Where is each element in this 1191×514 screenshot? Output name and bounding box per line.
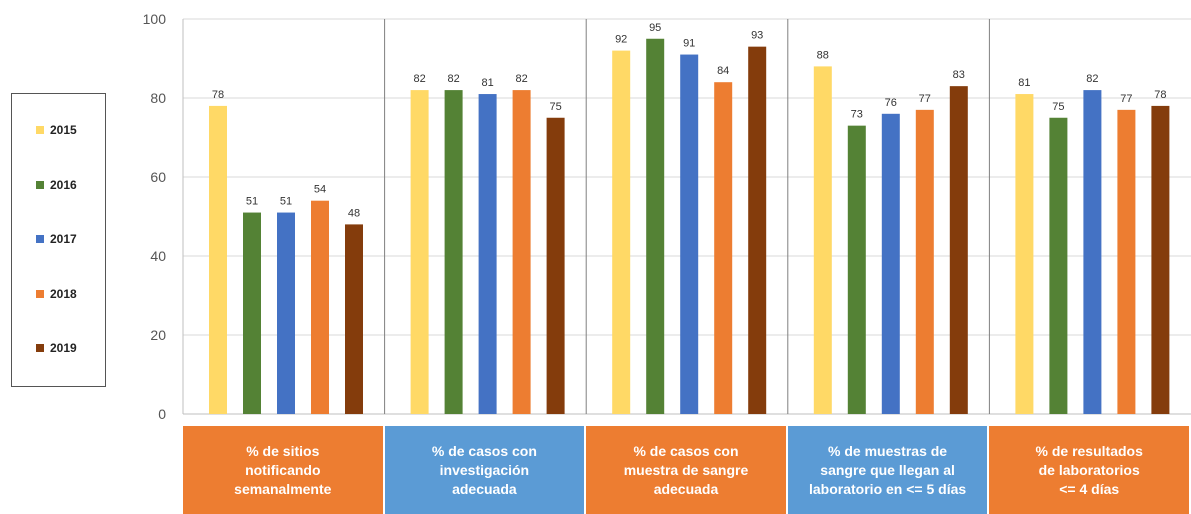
y-tick-label: 60 — [150, 169, 166, 185]
data-label: 81 — [481, 77, 493, 89]
data-label: 75 — [549, 101, 561, 113]
bar — [444, 90, 463, 414]
legend-item: 2015 — [36, 123, 77, 137]
data-label: 54 — [314, 184, 326, 196]
data-label: 77 — [1120, 93, 1132, 105]
legend-label: 2017 — [50, 232, 77, 246]
category-label-text: % de casos con muestra de sangre adecuad… — [623, 442, 749, 497]
category-label: % de casos con muestra de sangre adecuad… — [586, 426, 786, 514]
bar — [546, 117, 565, 414]
legend-label: 2019 — [50, 341, 77, 355]
legend-swatch — [36, 289, 44, 298]
data-label: 48 — [348, 207, 360, 219]
bar — [949, 86, 968, 415]
bar — [714, 82, 733, 414]
bar — [813, 66, 832, 415]
data-label: 73 — [851, 109, 863, 121]
bar — [410, 90, 429, 414]
y-tick-label: 0 — [158, 406, 166, 422]
category-label: % de casos con investigación adecuada — [384, 426, 585, 514]
category-label-text: % de casos con investigación adecuada — [431, 442, 537, 497]
data-label: 51 — [280, 196, 292, 208]
legend-item: 2019 — [36, 341, 77, 355]
data-label: 88 — [817, 49, 829, 61]
bar — [478, 94, 497, 415]
legend-label: 2015 — [50, 123, 77, 137]
data-label: 82 — [515, 73, 527, 85]
bar — [748, 46, 767, 415]
data-label: 77 — [919, 93, 931, 105]
bar — [680, 54, 699, 415]
data-label: 93 — [751, 30, 763, 42]
data-label: 92 — [615, 34, 627, 46]
bar — [277, 212, 295, 414]
bar — [1151, 105, 1170, 415]
legend-label: 2018 — [50, 286, 77, 301]
legend-label: 2016 — [50, 177, 77, 192]
bar — [847, 125, 866, 415]
bar — [512, 90, 531, 414]
bar — [915, 109, 934, 414]
bar — [881, 113, 900, 415]
category-label: % de sitios notificando semanalmente — [183, 426, 383, 514]
bar — [612, 50, 631, 414]
bar — [1015, 94, 1034, 415]
category-label-text: % de muestras de sangre que llegan al la… — [809, 442, 967, 497]
category-label-text: % de resultados de laboratorios <= 4 día… — [1035, 442, 1143, 497]
data-label: 83 — [953, 69, 965, 81]
category-label: % de resultados de laboratorios <= 4 día… — [989, 426, 1189, 514]
legend-swatch — [36, 235, 44, 243]
legend-item: 2018 — [36, 287, 77, 301]
bar — [209, 105, 227, 415]
category-label-text: % de sitios notificando semanalmente — [234, 442, 332, 497]
bar — [1117, 109, 1136, 414]
bar — [243, 212, 261, 414]
bar — [311, 200, 329, 414]
legend-swatch — [36, 180, 44, 189]
y-tick-label: 20 — [150, 327, 166, 343]
legend: 2015 2016 2017 2018 2019 — [11, 93, 106, 387]
category-label: % de muestras de sangre que llegan al la… — [787, 426, 988, 514]
y-tick-label: 100 — [143, 11, 167, 27]
bar — [646, 38, 665, 414]
data-label: 81 — [1018, 77, 1030, 89]
data-label: 84 — [717, 65, 729, 77]
data-label: 78 — [212, 89, 224, 101]
data-label: 76 — [885, 97, 897, 109]
legend-swatch — [36, 344, 44, 352]
data-label: 91 — [683, 38, 695, 50]
bar — [1049, 117, 1068, 414]
legend-item: 2017 — [36, 232, 77, 246]
data-label: 82 — [447, 73, 459, 85]
data-label: 82 — [1086, 73, 1098, 85]
y-tick-label: 40 — [150, 248, 166, 264]
data-label: 51 — [246, 196, 258, 208]
bar — [1083, 90, 1102, 414]
data-label: 82 — [413, 73, 425, 85]
y-tick-label: 80 — [150, 90, 166, 106]
legend-item: 2016 — [36, 178, 77, 192]
bar — [345, 224, 363, 414]
legend-swatch — [36, 126, 44, 134]
data-label: 95 — [649, 22, 661, 34]
data-label: 75 — [1052, 101, 1064, 113]
data-label: 78 — [1154, 89, 1166, 101]
